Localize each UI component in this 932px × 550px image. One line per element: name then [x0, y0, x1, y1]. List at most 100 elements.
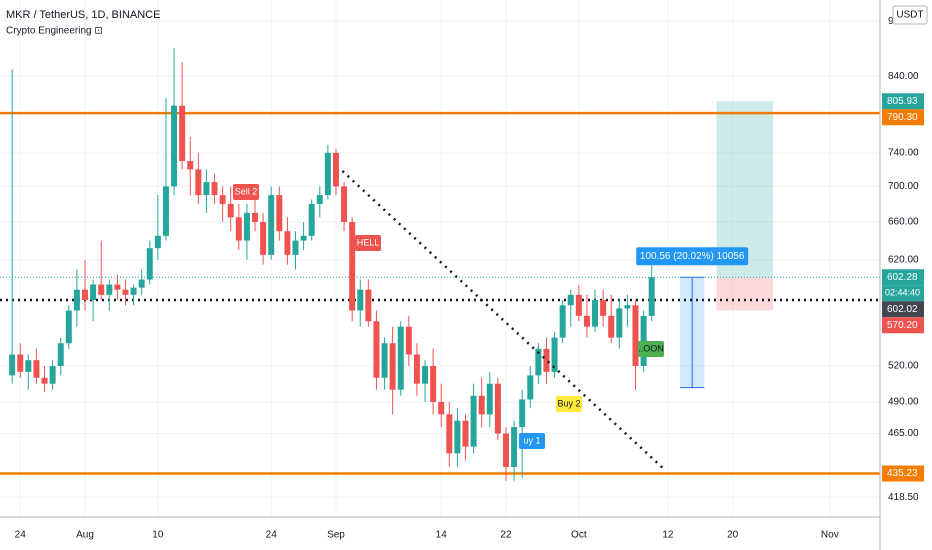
- candle-body: [122, 289, 129, 295]
- price-label-bg: [882, 269, 924, 286]
- signal-label: Buy 2: [557, 398, 580, 408]
- candle-body: [332, 152, 339, 187]
- candle-body: [25, 360, 32, 372]
- candle-body: [640, 315, 647, 366]
- signal-label: uy 1: [523, 435, 540, 445]
- x-tick-label: 22: [500, 530, 512, 541]
- candle-body: [422, 365, 429, 384]
- candle-body: [17, 354, 24, 372]
- candle-body: [49, 365, 56, 384]
- candle-body: [171, 105, 178, 187]
- candle-body: [373, 321, 380, 378]
- candle-body: [138, 279, 145, 288]
- candle-body: [583, 315, 590, 327]
- price-label: 805.93: [887, 96, 918, 107]
- price-label-bg: [882, 93, 924, 110]
- candle-body: [624, 305, 631, 309]
- x-tick-label: 10: [152, 530, 164, 541]
- candle-body: [179, 105, 186, 162]
- currency-box[interactable]: [892, 5, 928, 25]
- candle-body: [462, 420, 469, 447]
- candle-body: [114, 284, 121, 290]
- candle-body: [527, 375, 534, 400]
- symbol-title: MKR / TetherUS, 1D, BINANCE: [6, 9, 160, 21]
- candle-body: [203, 182, 210, 196]
- candle-body: [632, 305, 639, 366]
- indicator-name: Crypto Engineering ⊡: [6, 26, 103, 37]
- candle-body: [227, 203, 234, 218]
- x-tick-label: Sep: [327, 530, 345, 541]
- candle-body: [616, 308, 623, 338]
- candle-body: [413, 354, 420, 384]
- price-label: 602.28: [887, 272, 918, 283]
- candle-body: [65, 310, 72, 344]
- candle-body: [357, 289, 364, 311]
- stop-zone: [716, 277, 774, 311]
- candle-body: [575, 294, 582, 316]
- candle-body: [276, 195, 283, 232]
- candle-body: [446, 414, 453, 454]
- candle-body: [405, 326, 412, 355]
- candle-body: [162, 186, 169, 236]
- price-label: 570.20: [887, 320, 918, 331]
- x-tick-label: 20: [727, 530, 739, 541]
- signal-bg: [638, 341, 664, 357]
- x-tick-label: Oct: [571, 530, 587, 541]
- candle-body: [511, 427, 518, 467]
- candle-body: [187, 161, 194, 170]
- candle-body: [519, 399, 526, 428]
- candle-body: [260, 221, 267, 255]
- x-tick-label: 14: [436, 530, 448, 541]
- candle-body: [551, 337, 558, 372]
- signal-bg: [556, 396, 582, 412]
- signal-label: ..OON: [638, 343, 664, 353]
- x-tick-label: 24: [266, 530, 278, 541]
- candle-body: [106, 284, 113, 295]
- y-tick-label: 418.50: [888, 492, 919, 503]
- price-label: 602.02: [887, 304, 918, 315]
- candle-body: [243, 212, 250, 241]
- candle-body: [494, 383, 501, 434]
- candle-body: [502, 433, 509, 467]
- candle-body: [365, 289, 372, 322]
- candle-body: [438, 401, 445, 415]
- candle-body: [57, 343, 64, 366]
- candle-body: [211, 182, 218, 196]
- candle-body: [219, 195, 226, 204]
- candle-body: [592, 300, 599, 327]
- candle-body: [284, 231, 291, 255]
- candle-body: [341, 186, 348, 222]
- plot: 100.56 (20.02%) 10056 Sell 2 HELL Buy 2 uy 1…: [0, 48, 880, 481]
- candle-body: [33, 360, 40, 378]
- candle-body: [349, 221, 356, 311]
- candle-body: [82, 289, 89, 301]
- candle-body: [486, 383, 493, 415]
- candle-body: [567, 294, 574, 306]
- candle-body: [146, 248, 153, 280]
- candle-body: [308, 203, 315, 236]
- candle-body: [600, 300, 607, 316]
- candle-body: [235, 217, 242, 241]
- x-tick-label: 12: [662, 530, 674, 541]
- signal-label: Sell 2: [235, 186, 258, 196]
- candle-body: [268, 195, 275, 255]
- candle-body: [9, 354, 16, 376]
- candle-body: [300, 235, 307, 241]
- x-tick-label: Aug: [76, 530, 94, 541]
- y-tick-label: 740.00: [888, 147, 919, 158]
- signal-bg: [355, 235, 381, 251]
- y-tick-label: 620.00: [888, 254, 919, 265]
- candle-body: [478, 395, 485, 415]
- currency[interactable]: USDT: [896, 10, 923, 21]
- candle-body: [430, 365, 437, 402]
- price-label: 790.30: [887, 112, 918, 123]
- candle-body: [535, 348, 542, 376]
- signal-label: HELL: [357, 237, 380, 247]
- candle-body: [90, 284, 97, 301]
- price-label-bg: [882, 109, 924, 126]
- x-tick-label: Nov: [821, 530, 839, 541]
- candle-body: [397, 326, 404, 390]
- candle-body: [154, 235, 161, 249]
